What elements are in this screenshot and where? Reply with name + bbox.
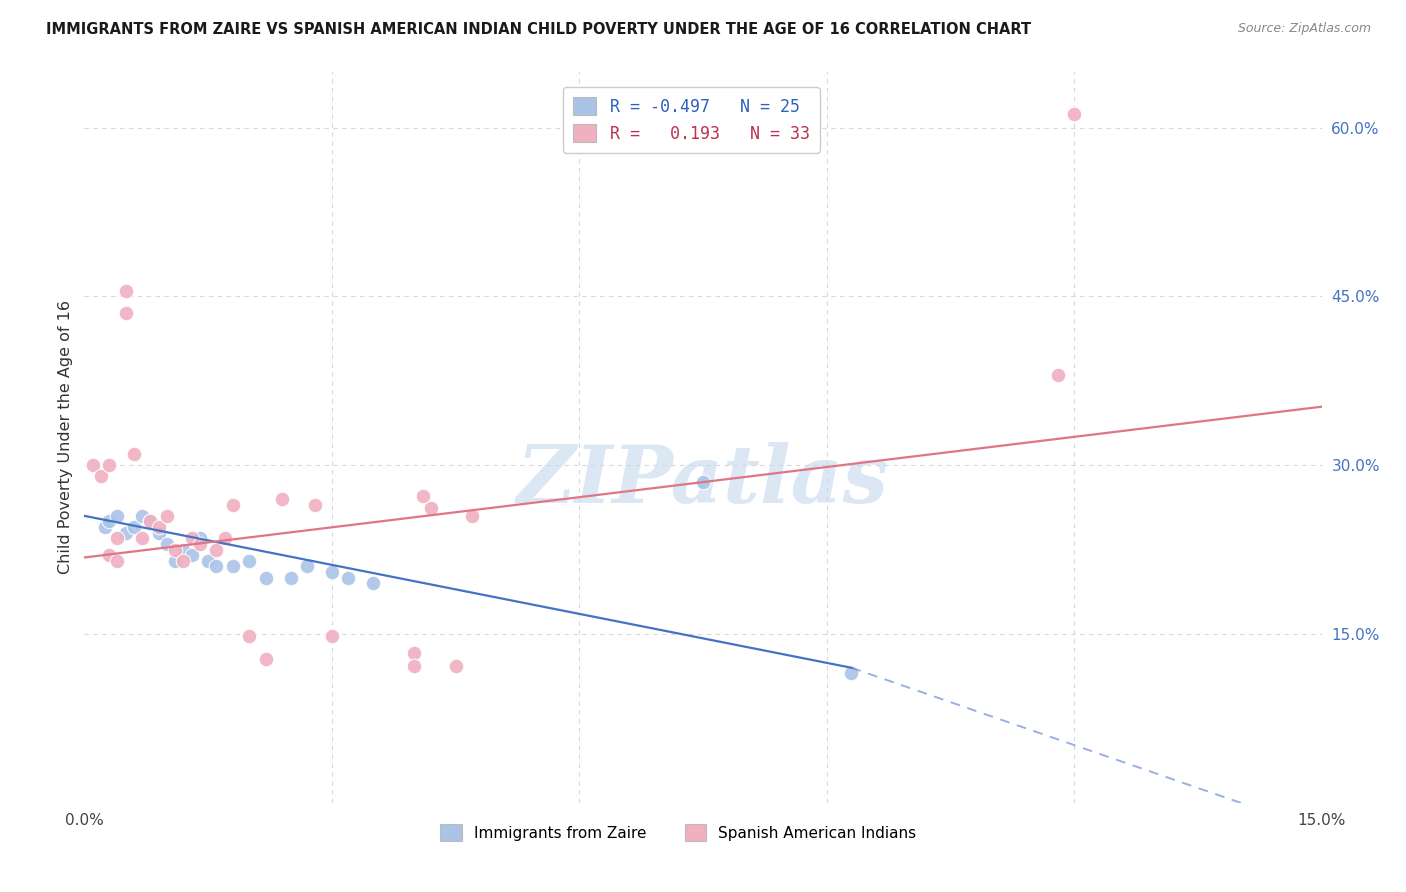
Point (304, 498, 326, 512)
Point (188, 537, 211, 551)
Point (114, 306, 136, 320)
Point (337, 571, 360, 585)
Point (205, 559, 228, 574)
Point (238, 629, 260, 643)
Point (841, 666, 863, 681)
Point (114, 525, 136, 540)
Point (238, 554, 260, 568)
Point (165, 554, 187, 568)
Point (361, 576, 384, 591)
Point (404, 646, 426, 660)
Point (98, 548, 121, 562)
Point (105, 554, 128, 568)
Point (148, 525, 170, 540)
Point (461, 508, 484, 523)
Text: Source: ZipAtlas.com: Source: ZipAtlas.com (1237, 22, 1371, 36)
Text: IMMIGRANTS FROM ZAIRE VS SPANISH AMERICAN INDIAN CHILD POVERTY UNDER THE AGE OF : IMMIGRANTS FROM ZAIRE VS SPANISH AMERICA… (46, 22, 1032, 37)
Point (122, 520, 145, 534)
Point (1046, 368, 1069, 383)
Point (131, 532, 153, 546)
Point (254, 652, 277, 666)
Point (214, 532, 236, 546)
Point (114, 284, 136, 298)
Point (105, 508, 128, 523)
Point (172, 554, 194, 568)
Point (98, 458, 121, 473)
Point (295, 559, 318, 574)
Point (271, 491, 294, 506)
Point (180, 548, 202, 562)
Point (692, 475, 714, 489)
Point (254, 571, 277, 585)
Legend: Immigrants from Zaire, Spanish American Indians: Immigrants from Zaire, Spanish American … (432, 815, 925, 850)
Y-axis label: Child Poverty Under the Age of 16: Child Poverty Under the Age of 16 (58, 300, 73, 574)
Point (404, 658, 426, 673)
Point (131, 508, 153, 523)
Point (222, 498, 245, 512)
Text: ZIPatlas: ZIPatlas (517, 442, 889, 520)
Point (321, 629, 343, 643)
Point (105, 532, 128, 546)
Point (148, 520, 170, 534)
Point (156, 537, 179, 551)
Point (1063, 107, 1085, 121)
Point (122, 447, 145, 461)
Point (82, 458, 104, 473)
Point (222, 559, 245, 574)
Point (321, 565, 343, 579)
Point (139, 515, 162, 529)
Point (419, 500, 441, 515)
Point (444, 658, 467, 673)
Point (94, 520, 117, 534)
Point (98, 515, 121, 529)
Point (205, 542, 228, 557)
Point (172, 542, 194, 557)
Point (197, 554, 219, 568)
Point (139, 515, 162, 529)
Point (156, 508, 179, 523)
Point (280, 571, 302, 585)
Point (90, 469, 112, 483)
Point (165, 542, 187, 557)
Point (188, 532, 211, 546)
Point (412, 489, 434, 503)
Point (180, 532, 202, 546)
